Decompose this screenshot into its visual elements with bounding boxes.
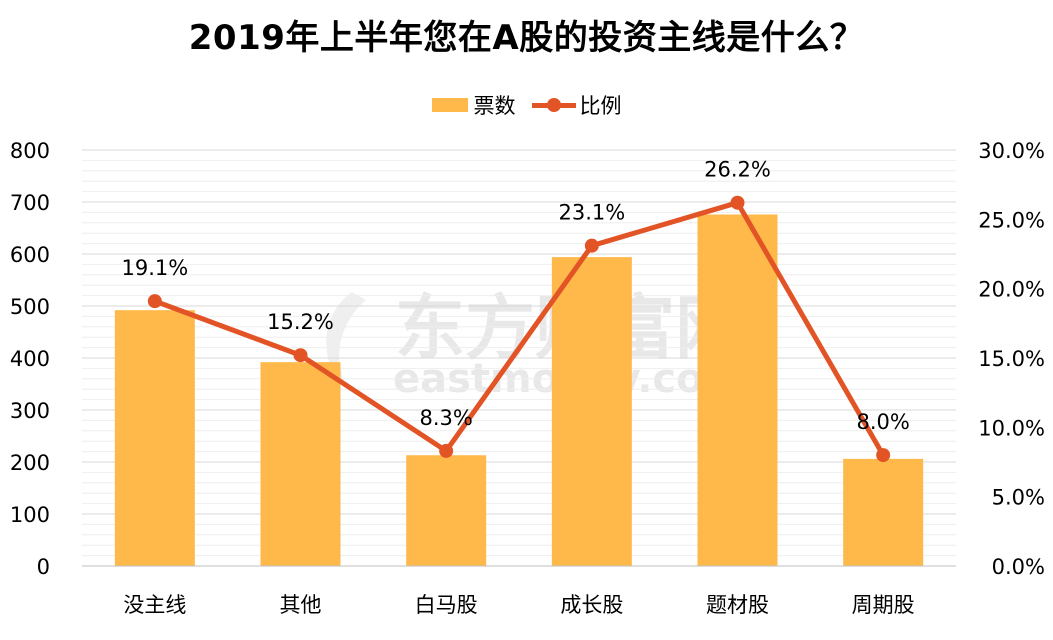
line-marker-成长股 xyxy=(584,238,599,253)
x-tick-label: 白马股 xyxy=(415,593,478,617)
data-label-白马股: 8.3% xyxy=(419,406,472,430)
y-left-tick: 800 xyxy=(10,139,50,163)
y-right-tick: 0.0% xyxy=(992,555,1045,579)
y-left-tick: 200 xyxy=(10,451,50,475)
data-label-题材股: 26.2% xyxy=(704,158,771,182)
y-left-tick: 500 xyxy=(10,295,50,319)
y-left-tick: 0 xyxy=(37,555,50,579)
data-label-成长股: 23.1% xyxy=(558,201,625,225)
line-series xyxy=(147,195,891,463)
y-left-tick: 300 xyxy=(10,399,50,423)
y-right-tick: 10.0% xyxy=(978,416,1045,440)
x-tick-label: 其他 xyxy=(280,593,322,617)
legend-bar-label: 票数 xyxy=(473,94,516,118)
x-tick-label: 没主线 xyxy=(123,593,186,617)
y-right-tick: 30.0% xyxy=(978,139,1045,163)
line-marker-白马股 xyxy=(439,443,454,458)
data-labels: 19.1% 15.2% 8.3% 23.1% 26.2% 8.0% xyxy=(121,158,909,434)
y-right-tick: 5.0% xyxy=(992,486,1045,510)
bar-周期股 xyxy=(843,458,924,566)
y-left-tick: 100 xyxy=(10,503,50,527)
x-tick-label: 题材股 xyxy=(706,593,769,617)
watermark-logo: 东方财富网eastmoney.com xyxy=(326,287,745,402)
data-label-其他: 15.2% xyxy=(267,310,334,334)
legend-item-bar: 票数 xyxy=(431,90,516,120)
line-marker-没主线 xyxy=(147,294,162,309)
legend-bar-swatch xyxy=(431,98,468,112)
legend-item-line: 比例 xyxy=(531,90,622,120)
bar-题材股 xyxy=(697,214,778,567)
legend-line-label: 比例 xyxy=(579,94,622,118)
y-left-tick: 400 xyxy=(10,347,50,371)
x-axis: 没主线 其他 白马股 成长股 题材股 周期股 xyxy=(82,565,956,617)
bar-没主线 xyxy=(114,310,195,566)
y-axis-right: 0.0% 5.0% 10.0% 15.0% 20.0% 25.0% 30.0% xyxy=(978,139,1045,579)
x-tick-label: 成长股 xyxy=(560,593,623,617)
bar-series xyxy=(114,214,924,567)
data-label-周期股: 8.0% xyxy=(856,410,909,434)
line-marker-周期股 xyxy=(876,448,891,463)
y-left-tick: 600 xyxy=(10,243,50,267)
legend: 票数 比例 xyxy=(0,90,1053,120)
y-axis-left: 0 100 200 300 400 500 600 700 800 xyxy=(10,139,50,579)
y-right-tick: 25.0% xyxy=(978,208,1045,232)
bar-其他 xyxy=(260,362,341,566)
bar-白马股 xyxy=(406,455,487,566)
line-path xyxy=(153,200,886,457)
legend-line-swatch xyxy=(531,98,576,112)
y-right-tick: 20.0% xyxy=(978,278,1045,302)
y-right-tick: 15.0% xyxy=(978,347,1045,371)
chart-title: 2019年上半年您在A股的投资主线是什么？ xyxy=(188,18,865,58)
data-label-没主线: 19.1% xyxy=(121,256,188,280)
x-tick-label: 周期股 xyxy=(852,593,915,617)
line-marker-题材股 xyxy=(730,195,745,210)
gridlines xyxy=(82,149,956,567)
line-marker-其他 xyxy=(293,348,308,363)
y-left-tick: 700 xyxy=(10,191,50,215)
bar-成长股 xyxy=(551,257,632,566)
